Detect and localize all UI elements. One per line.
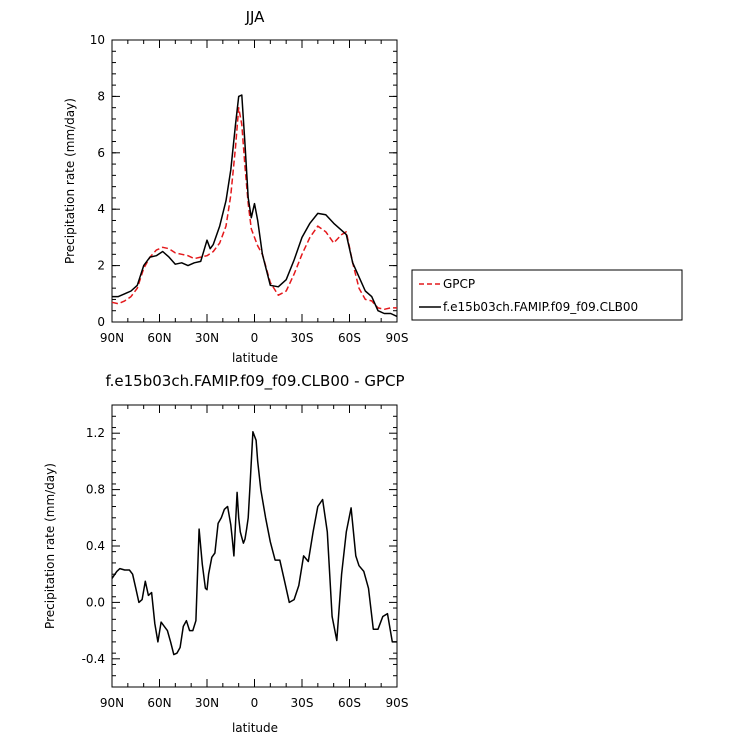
x-tick-label: 90N [100, 696, 124, 710]
top-x-ticks: 90N 60N 30N 0 30S 60S 90S [100, 40, 409, 345]
bottom-chart-title: f.e15b03ch.FAMIP.f09_f09.CLB00 - GPCP [105, 372, 404, 391]
bottom-chart-panel: f.e15b03ch.FAMIP.f09_f09.CLB00 - GPCP 90… [43, 372, 408, 735]
y-tick-label: 6 [97, 146, 105, 160]
top-y-axis-label: Precipitation rate (mm/day) [63, 98, 77, 264]
y-tick-label: 8 [97, 89, 105, 103]
x-tick-label: 90N [100, 331, 124, 345]
y-tick-label: 10 [90, 33, 105, 47]
x-tick-label: 60N [147, 331, 171, 345]
y-tick-label: 0 [97, 315, 105, 329]
y-tick-label: -0.4 [82, 652, 105, 666]
x-tick-label: 30N [195, 696, 219, 710]
legend-label-model: f.e15b03ch.FAMIP.f09_f09.CLB00 [443, 300, 638, 314]
top-x-axis-label: latitude [232, 351, 278, 365]
legend: GPCP f.e15b03ch.FAMIP.f09_f09.CLB00 [411, 269, 683, 321]
y-tick-label: 0.8 [86, 483, 105, 497]
top-series-group [111, 94, 398, 318]
x-tick-label: 0 [251, 696, 259, 710]
x-tick-label: 30N [195, 331, 219, 345]
x-tick-label: 30S [291, 331, 314, 345]
bottom-series-group [111, 431, 397, 656]
y-tick-label: 4 [97, 202, 105, 216]
top-chart-panel: JJA 90N 60N 30N 0 30S 60S 90S 0 2 4 6 8 10 latitude… [63, 8, 408, 365]
top-chart-title: JJA [245, 8, 266, 26]
x-tick-label: 60N [147, 696, 171, 710]
series-line-difference [111, 431, 397, 656]
x-tick-label: 90S [386, 331, 409, 345]
top-y-ticks: 0 2 4 6 8 10 [90, 33, 397, 329]
x-tick-label: 60S [338, 696, 361, 710]
x-tick-label: 90S [386, 696, 409, 710]
bottom-x-ticks: 90N 60N 30N 0 30S 60S 90S [100, 405, 409, 710]
x-tick-label: 0 [251, 331, 259, 345]
series-line-f-e15b03ch-famip-f09-f09-clb00 [112, 94, 398, 318]
top-plot-frame [111, 39, 398, 323]
y-tick-label: 2 [97, 259, 105, 273]
y-tick-label: 0.0 [86, 595, 105, 609]
x-tick-label: 60S [338, 331, 361, 345]
bottom-x-axis-label: latitude [232, 721, 278, 735]
legend-box [411, 269, 683, 321]
legend-label-gpcp: GPCP [443, 277, 475, 291]
x-tick-label: 30S [291, 696, 314, 710]
y-tick-label: 1.2 [86, 426, 105, 440]
y-tick-label: 0.4 [86, 539, 105, 553]
bottom-y-ticks: -0.4 0.0 0.4 0.8 1.2 [82, 404, 397, 688]
series-line-gpcp [111, 106, 397, 311]
bottom-y-axis-label: Precipitation rate (mm/day) [43, 463, 57, 629]
